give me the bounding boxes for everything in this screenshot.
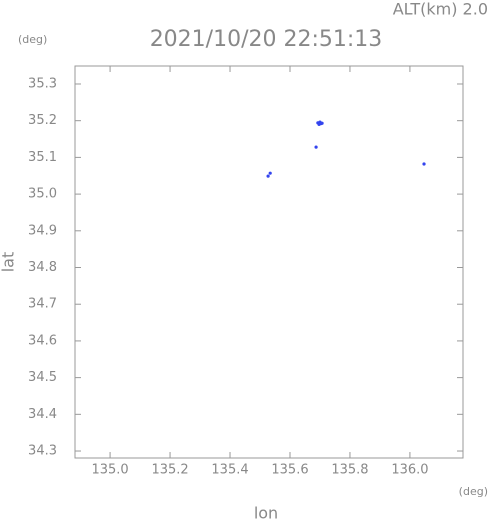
y-tick-label: 34.3	[28, 444, 57, 459]
y-tick-label: 34.9	[28, 223, 57, 238]
y-tick-label: 34.6	[28, 333, 57, 348]
x-axis-label: lon	[254, 504, 278, 521]
y-tick-label: 34.7	[28, 297, 57, 312]
point	[266, 174, 270, 178]
x-tick-label: 135.0	[91, 463, 128, 478]
x-tick-label: 135.8	[331, 463, 368, 478]
x-unit: (deg)	[459, 485, 488, 498]
y-tick-label: 35.3	[28, 76, 57, 91]
point	[422, 162, 426, 166]
point	[314, 145, 318, 149]
chart-title: 2021/10/20 22:51:13	[150, 27, 383, 52]
plot-frame	[74, 65, 464, 459]
y-unit: (deg)	[18, 33, 47, 46]
y-tick-label: 34.4	[28, 407, 57, 422]
point	[320, 121, 324, 125]
y-tick-label: 34.5	[28, 370, 57, 385]
y-tick-label: 35.2	[28, 113, 57, 128]
x-tick-label: 135.2	[151, 463, 188, 478]
y-axis-label: lat	[0, 252, 18, 273]
subtitle: ALT(km) 2.0	[393, 0, 488, 19]
y-tick-label: 34.8	[28, 260, 57, 275]
x-tick-label: 135.6	[271, 463, 308, 478]
y-tick-label: 35.0	[28, 187, 57, 202]
point	[268, 171, 272, 175]
x-tick-label: 135.4	[211, 463, 248, 478]
x-tick-label: 136.0	[391, 463, 428, 478]
y-tick-label: 35.1	[28, 150, 57, 165]
